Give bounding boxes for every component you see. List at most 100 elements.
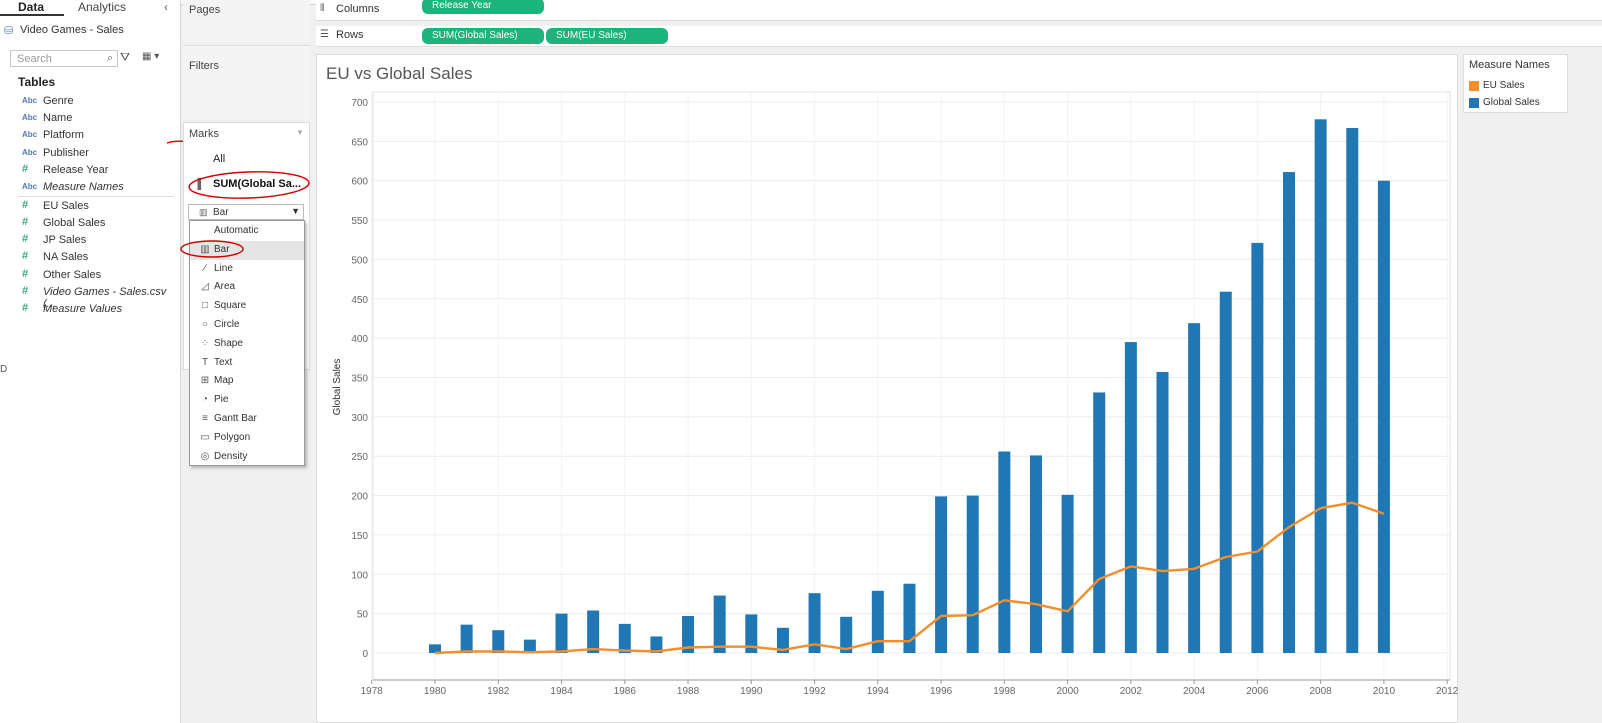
bar-global-sales[interactable] (776, 627, 789, 653)
field-global-sales[interactable]: # Global Sales (0, 215, 180, 232)
pill-sum-global-sales[interactable]: SUM(Global Sales) (422, 28, 544, 44)
field-publisher[interactable]: Abc Publisher (0, 145, 180, 162)
pill-release-year[interactable]: Release Year (422, 0, 544, 14)
menu-item-square[interactable]: □ Square (190, 297, 304, 316)
x-tick-label: 2006 (1246, 686, 1269, 697)
bar-global-sales[interactable] (1188, 323, 1201, 653)
bar-global-sales[interactable] (492, 630, 505, 653)
marks-all[interactable]: All (213, 153, 226, 165)
bar-global-sales[interactable] (1283, 172, 1296, 653)
menu-item-density[interactable]: ◎ Density (190, 448, 304, 467)
polygon-icon: ▭ (200, 431, 210, 443)
x-tick-label: 2012 (1436, 686, 1458, 697)
datasource-name[interactable]: Video Games - Sales (20, 24, 124, 36)
field-na-sales[interactable]: # NA Sales (0, 249, 180, 266)
view-toggle-icon[interactable]: ▦ ▾ (142, 51, 160, 62)
legend-label-eu: EU Sales (1483, 80, 1525, 91)
field-video-games-sales-csv[interactable]: # Video Games - Sales.csv (... (0, 284, 180, 310)
bar-global-sales[interactable] (1093, 392, 1106, 653)
bar-global-sales[interactable] (1156, 371, 1169, 653)
bar-global-sales[interactable] (682, 616, 695, 653)
columns-label: Columns (336, 3, 380, 15)
field-name[interactable]: Abc Name (0, 110, 180, 127)
menu-item-gantt-bar[interactable]: ≡ Gantt Bar (190, 410, 304, 429)
x-tick-label: 2010 (1373, 686, 1396, 697)
bar-global-sales[interactable] (587, 610, 600, 653)
field-release-year[interactable]: # Release Year (0, 162, 180, 179)
collapse-pane-icon[interactable]: ‹ (164, 0, 168, 14)
tab-data[interactable]: Data (0, 0, 64, 16)
pages-shelf[interactable]: Pages (183, 0, 310, 42)
bar-global-sales[interactable] (1124, 342, 1137, 653)
marks-sum-global[interactable]: SUM(Global Sa... (213, 178, 302, 190)
field-label: Other Sales (43, 269, 102, 281)
y-tick-label: 600 (351, 177, 368, 188)
menu-item-label: Shape (214, 337, 243, 349)
rows-shelf[interactable]: ☰ Rows SUM(Global Sales) SUM(EU Sales) (316, 26, 1602, 47)
filter-icon[interactable]: ⛛ (120, 50, 131, 64)
bar-global-sales[interactable] (745, 614, 758, 653)
menu-item-text[interactable]: T Text (190, 354, 304, 373)
field-divider (18, 196, 174, 197)
y-tick-label: 0 (362, 649, 368, 660)
field-eu-sales[interactable]: # EU Sales (0, 198, 180, 215)
viz-title: EU vs Global Sales (326, 64, 473, 83)
bar-global-sales[interactable] (935, 496, 948, 653)
bar-global-sales[interactable] (966, 495, 979, 653)
menu-item-polygon[interactable]: ▭ Polygon (190, 429, 304, 448)
y-tick-label: 300 (351, 413, 368, 424)
menu-item-shape[interactable]: ⁘ Shape (190, 335, 304, 354)
bar-global-sales[interactable] (650, 636, 663, 653)
bar-global-sales[interactable] (998, 451, 1011, 653)
pill-sum-eu-sales[interactable]: SUM(EU Sales) (546, 28, 668, 44)
bar-global-sales[interactable] (1314, 119, 1327, 654)
bar-global-sales[interactable] (840, 616, 853, 653)
bar-global-sales[interactable] (1029, 455, 1042, 653)
legend-title: Measure Names (1469, 59, 1550, 71)
chart-canvas[interactable]: 0 50 100 150 200 250 300 350 400 450 500 550 600 650 7… (316, 54, 1458, 723)
field-genre[interactable]: Abc Genre (0, 93, 180, 110)
menu-item-area[interactable]: ◿ Area (190, 278, 304, 297)
menu-item-bar[interactable]: ▥ Bar (190, 240, 304, 260)
bar-global-sales[interactable] (555, 613, 568, 653)
bar-global-sales[interactable] (1251, 242, 1264, 654)
bar-global-sales[interactable] (1219, 291, 1232, 653)
x-tick-label: 1992 (803, 686, 826, 697)
menu-item-pie[interactable]: ◔ Pie (190, 391, 304, 410)
mark-type-dropdown[interactable]: ▥ Bar ▼ (188, 204, 304, 220)
field-jp-sales[interactable]: # JP Sales (0, 232, 180, 249)
bar-global-sales[interactable] (1377, 180, 1390, 653)
field-measure-values[interactable]: # Measure Values (0, 301, 180, 318)
tab-analytics[interactable]: Analytics (78, 0, 127, 14)
bar-global-sales[interactable] (460, 624, 473, 653)
filters-shelf[interactable]: Filters (183, 45, 310, 120)
square-icon: □ (201, 300, 209, 312)
columns-shelf[interactable]: ⦀ Columns Release Year (316, 0, 1602, 21)
menu-item-automatic[interactable]: Automatic (190, 222, 304, 241)
bar-global-sales[interactable] (523, 639, 536, 653)
text-icon: T (201, 356, 209, 368)
field-label: Publisher (43, 147, 89, 159)
rows-icon: ☰ (320, 29, 329, 40)
x-tick-label: 1984 (550, 686, 573, 697)
bar-global-sales[interactable] (713, 595, 726, 653)
bar-global-sales[interactable] (429, 644, 441, 653)
resize-handle[interactable]: D (0, 364, 8, 375)
menu-item-map[interactable]: ⊞ Map (190, 372, 304, 391)
bar-global-sales[interactable] (808, 593, 821, 653)
field-other-sales[interactable]: # Other Sales (0, 267, 180, 284)
bar-global-sales[interactable] (1346, 127, 1359, 654)
y-tick-label: 250 (351, 452, 368, 463)
bar-global-sales[interactable] (903, 583, 916, 653)
menu-item-line[interactable]: ∕ Line (190, 260, 304, 279)
field-platform[interactable]: Abc Platform (0, 127, 180, 144)
bar-global-sales[interactable] (871, 590, 884, 653)
field-measure-names[interactable]: Abc Measure Names (0, 179, 180, 196)
marks-menu-icon[interactable]: ▼ (296, 128, 304, 137)
bar-global-sales[interactable] (1061, 494, 1074, 653)
x-tick-label: 1996 (930, 686, 953, 697)
string-type-icon: Abc (22, 182, 38, 191)
search-input[interactable]: Search ⌕ (10, 50, 118, 67)
menu-item-circle[interactable]: ○ Circle (190, 316, 304, 335)
bar-global-sales[interactable] (618, 623, 631, 653)
